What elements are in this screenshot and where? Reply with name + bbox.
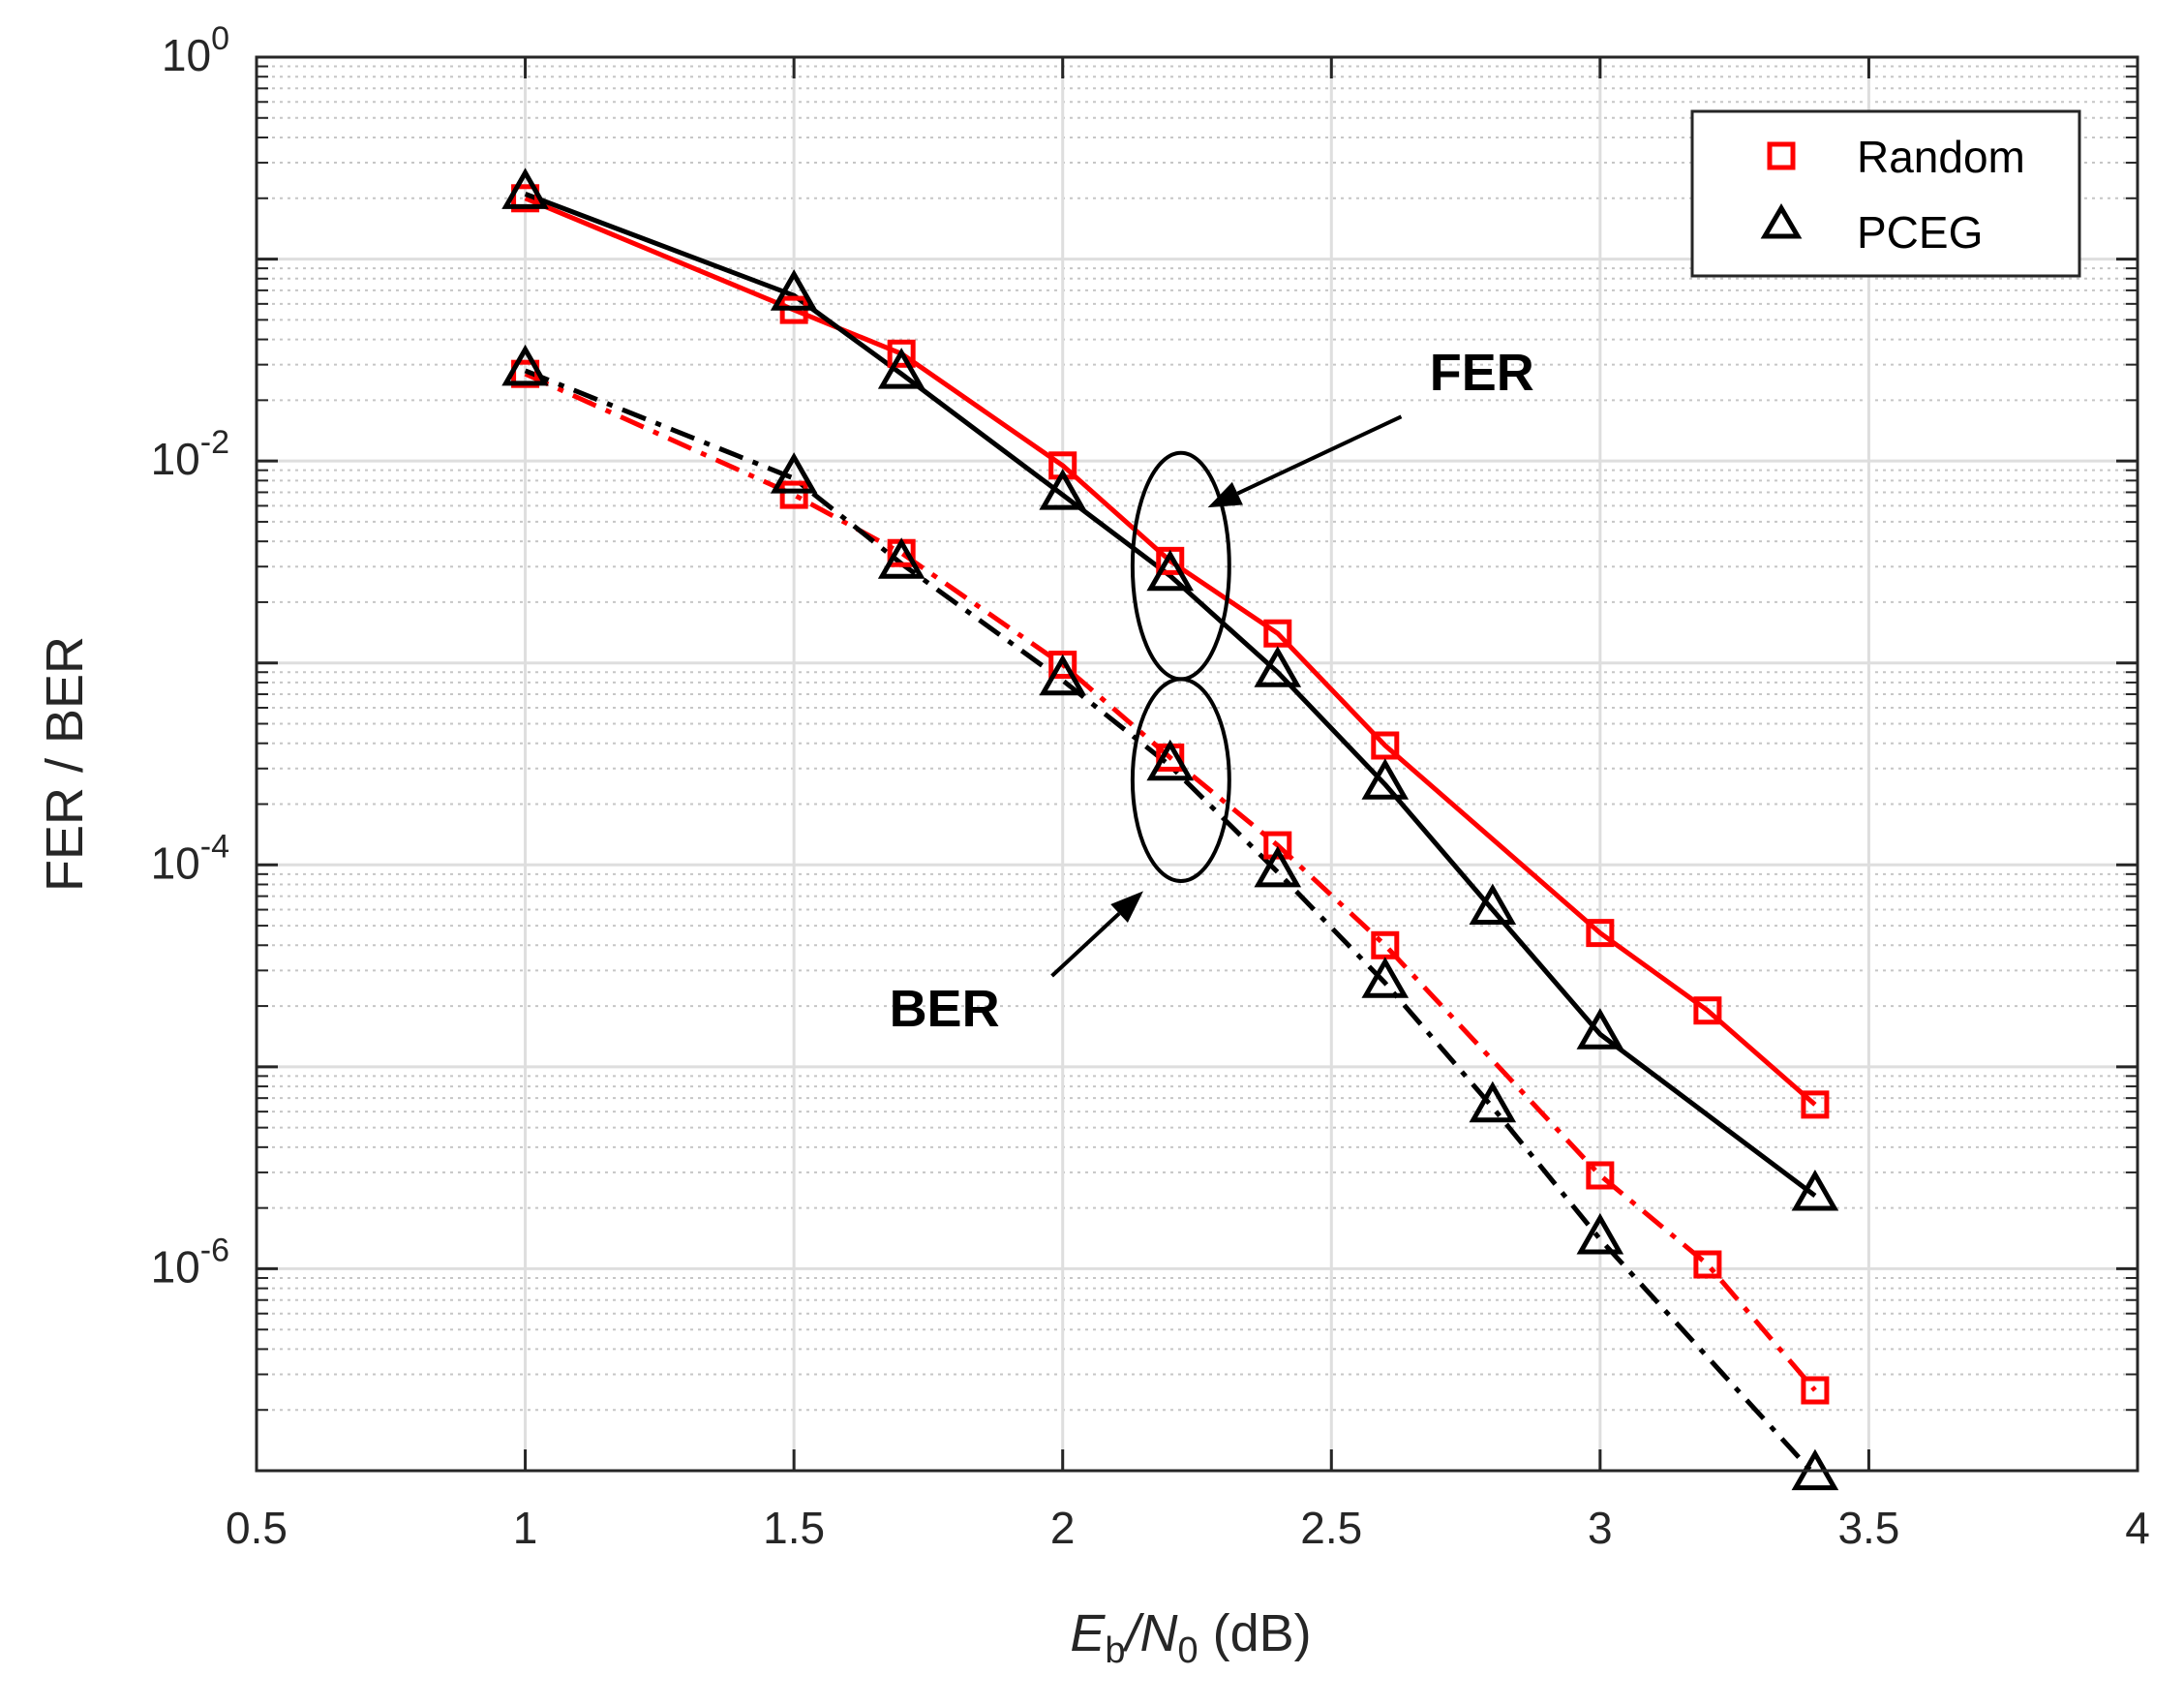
marker-random-ber [1693, 1250, 1722, 1279]
plot-area [257, 57, 2138, 1471]
marker-pceg-fer [1576, 1008, 1624, 1050]
marker-pceg-fer [770, 269, 818, 311]
legend-box [1690, 109, 2081, 278]
marker-pceg-fer [1039, 469, 1087, 510]
y-tick-label: 10-4 [151, 828, 229, 888]
marker-pceg-fer [1791, 1169, 1839, 1211]
legend-label-pceg: PCEG [1857, 207, 1983, 258]
marker-pceg-fer [1254, 646, 1302, 687]
annotation-layer: FER BER [890, 344, 1534, 1038]
marker-pceg-ber [770, 452, 818, 494]
x-tick-label: 4 [2125, 1503, 2150, 1553]
marker-pceg-fer [1146, 549, 1195, 592]
marker-random-fer [1801, 1090, 1830, 1119]
x-axis-title: Eb/N0 (dB) [1070, 1604, 1311, 1671]
x-tick-label: 1.5 [763, 1503, 825, 1553]
annotation-arrowhead-fer [1207, 481, 1243, 508]
marker-random-fer [1693, 996, 1722, 1025]
y-tick-label: 10-2 [151, 424, 229, 484]
marker-random-ber [1801, 1376, 1830, 1405]
legend-label-random: Random [1857, 132, 2025, 182]
x-tick-label: 3.5 [1837, 1503, 1899, 1553]
legend: Random PCEG [1690, 109, 2081, 278]
legend-marker-triangle-icon [1760, 203, 1803, 239]
marker-pceg-ber [1361, 957, 1410, 998]
marker-pceg-ber [1576, 1212, 1624, 1255]
marker-random-fer [1156, 546, 1185, 575]
marker-pceg-fer [501, 167, 549, 209]
x-tick-label: 2.5 [1300, 1503, 1362, 1553]
marker-random-fer [511, 184, 540, 213]
annotation-arrow-fer [1236, 414, 1403, 496]
marker-pceg-fer [1469, 883, 1517, 926]
marker-random-fer [1263, 619, 1292, 648]
annotation-label-ber: BER [890, 980, 1000, 1038]
legend-marker-square-icon [1767, 141, 1796, 170]
marker-pceg-ber [877, 537, 925, 579]
series-line-random-ber [524, 371, 1817, 1392]
y-axis-title: FER / BER [36, 636, 94, 892]
ticks-layer: 0.5 1 1.5 2 2.5 3 3.5 4 100 10-2 10-4 10-6 [151, 20, 2150, 1553]
marker-pceg-ber [1146, 739, 1195, 781]
marker-random-ber [779, 480, 808, 509]
x-tick-label: 3 [1588, 1503, 1613, 1553]
marker-pceg-ber [501, 344, 549, 386]
marker-pceg-ber [1469, 1081, 1517, 1123]
y-tick-label: 10-6 [151, 1232, 229, 1292]
annotation-arrowhead-ber [1110, 891, 1143, 924]
y-tick-label: 100 [162, 20, 229, 80]
marker-random-fer [1371, 731, 1400, 760]
x-tick-label: 1 [513, 1503, 538, 1553]
annotation-label-fer: FER [1430, 344, 1534, 402]
annotation-ellipse-ber [1130, 677, 1231, 883]
marker-pceg-ber [1039, 654, 1087, 696]
annotation-arrow-ber [1050, 912, 1121, 978]
marker-random-ber [1586, 1161, 1615, 1190]
x-tick-label: 2 [1050, 1503, 1076, 1553]
marker-random-ber [1048, 651, 1077, 680]
marker-random-fer [887, 339, 916, 368]
marker-random-fer [1586, 919, 1615, 948]
marker-random-ber [1263, 831, 1292, 860]
axes-box [255, 55, 2139, 1473]
x-tick-label: 0.5 [226, 1503, 288, 1553]
marker-pceg-fer [877, 348, 925, 389]
marker-pceg-fer [1361, 758, 1410, 800]
marker-pceg-ber [1254, 845, 1302, 888]
